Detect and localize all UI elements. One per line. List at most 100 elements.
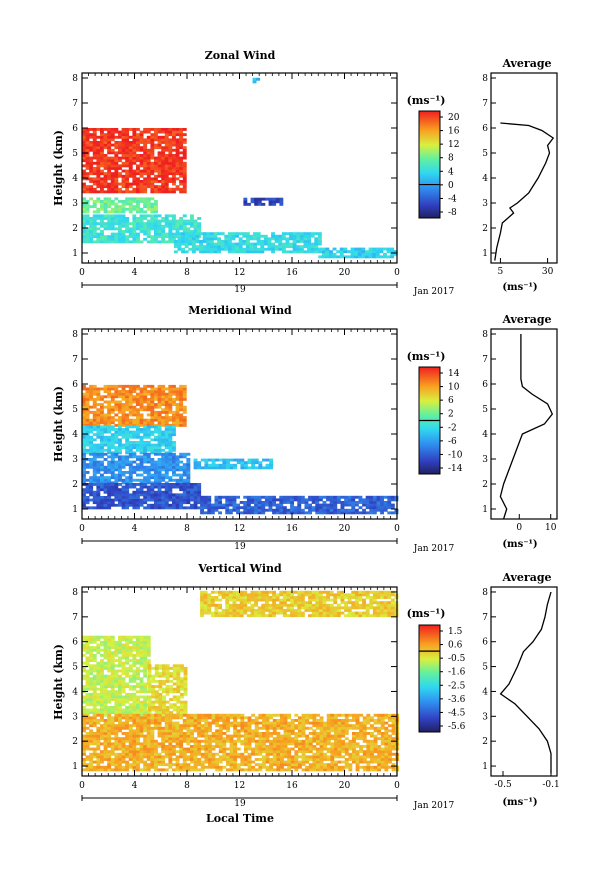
heatmap-cell: [183, 690, 188, 694]
heatmap-cell: [89, 716, 94, 720]
heatmap-cell: [82, 721, 86, 725]
heatmap-cell: [218, 495, 222, 499]
heatmap-cell: [165, 674, 170, 678]
heatmap-cell: [150, 490, 155, 494]
heatmap-cell: [103, 384, 108, 388]
heatmap-cell: [146, 478, 151, 482]
heatmap-cell: [85, 403, 90, 406]
heatmap-cell: [143, 682, 148, 686]
heatmap-cell: [322, 495, 327, 499]
heatmap-cell: [107, 143, 112, 147]
heatmap-cell: [247, 202, 251, 206]
heatmap-cell: [103, 737, 108, 741]
heatmap-cell: [89, 460, 94, 464]
heatmap-cell: [121, 739, 126, 743]
heatmap-cell: [146, 130, 151, 134]
heatmap-cell: [146, 481, 151, 485]
heatmap-cell: [157, 187, 162, 191]
heatmap-cell: [125, 161, 130, 165]
heatmap-cell: [281, 247, 286, 251]
heatmap-cell: [121, 463, 126, 467]
heatmap-cell: [157, 128, 162, 131]
heatmap-cell: [85, 418, 90, 422]
heatmap-cell: [173, 240, 178, 243]
heatmap-cell: [168, 713, 173, 717]
heatmap-cell: [121, 721, 126, 725]
heatmap-cell: [190, 490, 194, 494]
heatmap-cell: [383, 503, 388, 507]
heatmap-cell: [254, 742, 259, 746]
heatmap-cell: [89, 729, 94, 733]
heatmap-cell: [118, 692, 122, 696]
heatmap-cell: [240, 463, 245, 467]
heatmap-cell: [164, 138, 169, 142]
heatmap-cell: [150, 726, 155, 730]
heatmap-cell: [224, 234, 229, 238]
heatmap-cell: [114, 677, 119, 681]
heatmap-cell: [314, 247, 319, 251]
heatmap-cell: [96, 755, 101, 759]
heatmap-cell: [110, 167, 115, 170]
heatmap-cell: [132, 711, 137, 714]
heatmap-cell: [114, 187, 119, 191]
heatmap-cell: [244, 726, 248, 730]
heatmap-cell: [254, 726, 259, 730]
colorbar-tick-label: 16: [448, 127, 460, 137]
heatmap-cell: [161, 227, 166, 231]
heatmap-cell: [92, 465, 97, 469]
heatmap-cell: [143, 666, 148, 670]
heatmap-cell: [96, 232, 101, 236]
heatmap-cell: [247, 737, 252, 741]
heatmap-cell: [362, 501, 366, 504]
heatmap-cell: [193, 742, 198, 746]
heatmap-cell: [121, 765, 126, 769]
heatmap-cell: [139, 190, 144, 194]
heatmap-cell: [161, 506, 166, 510]
heatmap-cell: [351, 498, 356, 502]
heatmap-cell: [190, 214, 194, 218]
heatmap-cell: [164, 154, 169, 157]
heatmap-cell: [128, 418, 133, 422]
heatmap-cell: [172, 182, 176, 186]
heatmap-cell: [233, 755, 238, 759]
heatmap-cell: [82, 135, 86, 139]
heatmap-cell: [146, 154, 151, 157]
heatmap-cell: [128, 711, 133, 714]
x-tick-label: 0: [79, 524, 85, 534]
heatmap-cell: [157, 222, 162, 226]
heatmap-cell: [190, 732, 194, 735]
heatmap-cell: [310, 242, 315, 246]
heatmap-cell: [139, 416, 144, 419]
colorbar-tick-label: -4: [448, 194, 457, 204]
heatmap-cell: [168, 493, 173, 497]
heatmap-cell: [150, 460, 155, 464]
heatmap-cell: [161, 172, 166, 176]
heatmap-cell: [96, 395, 101, 399]
heatmap-cell: [89, 397, 94, 401]
heatmap-cell: [139, 423, 144, 427]
heatmap-cell: [175, 765, 180, 769]
heatmap-cell: [215, 760, 220, 764]
heatmap-cell: [169, 672, 174, 675]
heatmap-cell: [154, 739, 158, 743]
heatmap-cell: [118, 143, 122, 147]
heatmap-cell: [175, 485, 180, 489]
heatmap-cell: [110, 222, 115, 226]
heatmap-cell: [154, 167, 158, 170]
heatmap-cell: [128, 664, 133, 668]
heatmap-cell: [107, 488, 112, 492]
heatmap-cell: [107, 661, 112, 665]
heatmap-cell: [128, 638, 133, 642]
heatmap-cell: [89, 219, 94, 223]
heatmap-cell: [172, 227, 176, 231]
heatmap-cell: [85, 716, 90, 720]
heatmap-cell: [132, 180, 137, 183]
heatmap-cell: [146, 640, 151, 644]
heatmap-cell: [139, 141, 144, 144]
heatmap-cell: [136, 154, 140, 157]
heatmap-cell: [393, 250, 398, 254]
heatmap-cell: [136, 719, 140, 722]
heatmap-cell: [100, 643, 104, 647]
heatmap-cell: [125, 711, 130, 714]
heatmap-cell: [118, 421, 122, 425]
